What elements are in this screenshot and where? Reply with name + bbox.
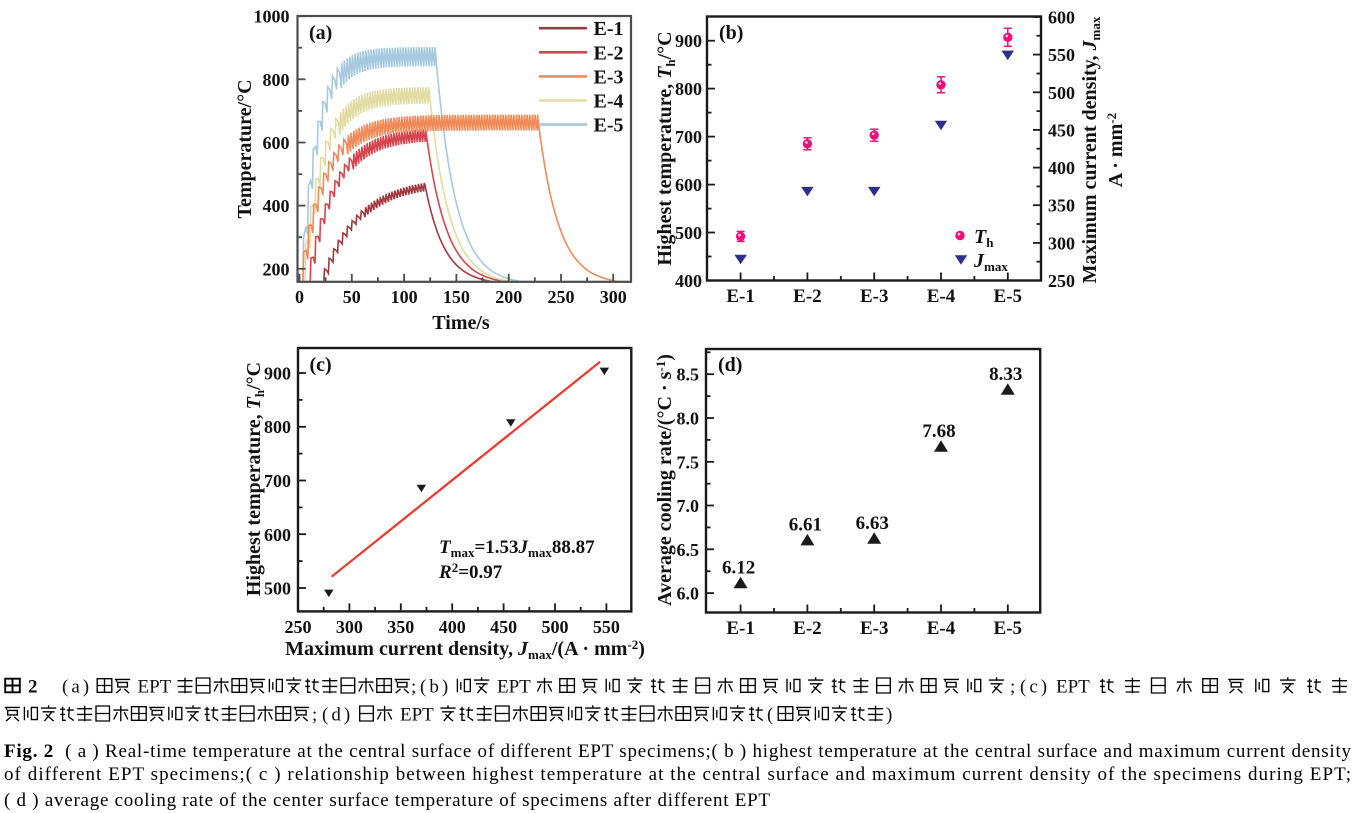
svg-text:6.63: 6.63 <box>856 513 889 534</box>
svg-text:E-2: E-2 <box>594 42 624 64</box>
svg-text:250: 250 <box>1048 271 1075 291</box>
svg-text:(d): (d) <box>322 705 353 726</box>
svg-text:E-4: E-4 <box>927 618 956 639</box>
svg-text:900: 900 <box>675 31 702 51</box>
svg-text:50: 50 <box>343 287 361 307</box>
svg-text:600: 600 <box>1048 8 1075 28</box>
svg-text:350: 350 <box>1048 196 1075 216</box>
svg-text:7.0: 7.0 <box>677 496 700 516</box>
svg-text:200: 200 <box>263 259 290 279</box>
svg-text:200: 200 <box>495 287 522 307</box>
svg-text:600: 600 <box>264 525 291 545</box>
svg-text:E-3: E-3 <box>594 66 624 88</box>
svg-text:450: 450 <box>490 617 517 637</box>
svg-text:(a): (a) <box>309 22 332 44</box>
svg-text:6.0: 6.0 <box>677 584 700 604</box>
svg-text:Average cooling rate/(°C · s-1: Average cooling rate/(°C · s-1) <box>653 354 676 606</box>
svg-text:250: 250 <box>285 617 312 637</box>
svg-text:E-4: E-4 <box>594 91 624 113</box>
svg-text:500: 500 <box>264 579 291 599</box>
svg-text:900: 900 <box>264 364 291 384</box>
svg-text:6.61: 6.61 <box>789 515 822 536</box>
svg-text:8.0: 8.0 <box>677 409 700 429</box>
svg-text:): ) <box>886 705 892 726</box>
svg-text:800: 800 <box>675 79 702 99</box>
svg-text:E-1: E-1 <box>726 286 755 307</box>
svg-text:500: 500 <box>675 223 702 243</box>
svg-text:E-3: E-3 <box>860 286 889 307</box>
svg-text:150: 150 <box>443 287 470 307</box>
svg-text:(a): (a) <box>62 677 92 698</box>
svg-text:(d): (d) <box>718 354 742 376</box>
svg-text:;: ; <box>312 705 317 726</box>
svg-text:E-3: E-3 <box>860 618 889 639</box>
svg-text:E-4: E-4 <box>927 286 956 307</box>
svg-text:800: 800 <box>263 70 290 90</box>
svg-text:6.12: 6.12 <box>722 558 755 579</box>
svg-text:Tmax=1.53Jmax88.87: Tmax=1.53Jmax88.87 <box>439 537 595 560</box>
svg-text:Maximum current density, Jmax: Maximum current density, Jmax <box>1079 16 1103 283</box>
svg-text:500: 500 <box>542 617 569 637</box>
svg-text:of different EPT specimens;( c: of different EPT specimens;( c ) relatio… <box>4 764 1351 785</box>
svg-text:R2=0.97: R2=0.97 <box>438 560 503 583</box>
svg-text:600: 600 <box>263 133 290 153</box>
svg-text:7.68: 7.68 <box>922 421 955 442</box>
svg-text:300: 300 <box>600 287 627 307</box>
svg-text:450: 450 <box>1048 120 1075 140</box>
svg-text:E-1: E-1 <box>594 18 624 40</box>
svg-text:Time/s: Time/s <box>432 312 490 334</box>
svg-text:300: 300 <box>336 617 363 637</box>
svg-text:400: 400 <box>439 617 466 637</box>
svg-text:(c): (c) <box>1020 677 1050 698</box>
svg-text:400: 400 <box>1048 158 1075 178</box>
svg-text:E-2: E-2 <box>793 286 822 307</box>
svg-text:350: 350 <box>387 617 414 637</box>
svg-text:(b): (b) <box>719 22 743 44</box>
svg-text:8.5: 8.5 <box>677 365 700 385</box>
svg-text:500: 500 <box>1048 83 1075 103</box>
svg-text:100: 100 <box>391 287 418 307</box>
svg-text:Jmax: Jmax <box>973 250 1008 274</box>
svg-text:EPT: EPT <box>138 677 172 698</box>
svg-text:A · mm-2: A · mm-2 <box>1104 113 1127 187</box>
svg-text:400: 400 <box>263 196 290 216</box>
svg-text:EPT: EPT <box>497 677 531 698</box>
svg-text:E-5: E-5 <box>994 618 1023 639</box>
svg-text:(c): (c) <box>310 354 332 376</box>
svg-text:EPT: EPT <box>400 705 434 726</box>
svg-text:700: 700 <box>264 471 291 491</box>
svg-text:2: 2 <box>28 677 38 698</box>
svg-text:E-2: E-2 <box>793 618 822 639</box>
svg-text:600: 600 <box>675 175 702 195</box>
svg-text:550: 550 <box>593 617 620 637</box>
svg-text:Highest temperature, Th/°C: Highest temperature, Th/°C <box>654 31 678 265</box>
svg-text:( d ) average cooling rate of: ( d ) average cooling rate of the center… <box>4 790 770 811</box>
svg-text:Th: Th <box>974 226 994 250</box>
svg-text:300: 300 <box>1048 233 1075 253</box>
svg-text:(b): (b) <box>420 677 451 698</box>
svg-text:Fig. 2 ( a ) Real-time tempe: Fig. 2 ( a ) Real-time temperature at th… <box>4 741 1351 762</box>
svg-text:8.33: 8.33 <box>989 364 1022 385</box>
svg-text:E-5: E-5 <box>594 115 624 137</box>
svg-text:Temperature/°C: Temperature/°C <box>234 79 256 218</box>
svg-text:E-1: E-1 <box>726 618 755 639</box>
svg-text:0: 0 <box>295 287 304 307</box>
svg-text:Highest temperature, Th/°C: Highest temperature, Th/°C <box>243 362 267 596</box>
svg-text:(: ( <box>767 705 773 726</box>
svg-text:250: 250 <box>548 287 575 307</box>
svg-text:E-5: E-5 <box>994 286 1023 307</box>
svg-text:1000: 1000 <box>254 7 290 27</box>
svg-text:;: ; <box>411 677 416 698</box>
svg-text:550: 550 <box>1048 45 1075 65</box>
svg-text:Maximum current density, Jmax/: Maximum current density, Jmax/(A · mm-2) <box>285 637 645 662</box>
svg-text:;: ; <box>1010 677 1015 698</box>
svg-text:6.5: 6.5 <box>677 540 700 560</box>
svg-text:800: 800 <box>264 417 291 437</box>
svg-text:7.5: 7.5 <box>677 452 700 472</box>
svg-text:400: 400 <box>675 271 702 291</box>
svg-text:EPT: EPT <box>1056 677 1090 698</box>
svg-text:700: 700 <box>675 127 702 147</box>
